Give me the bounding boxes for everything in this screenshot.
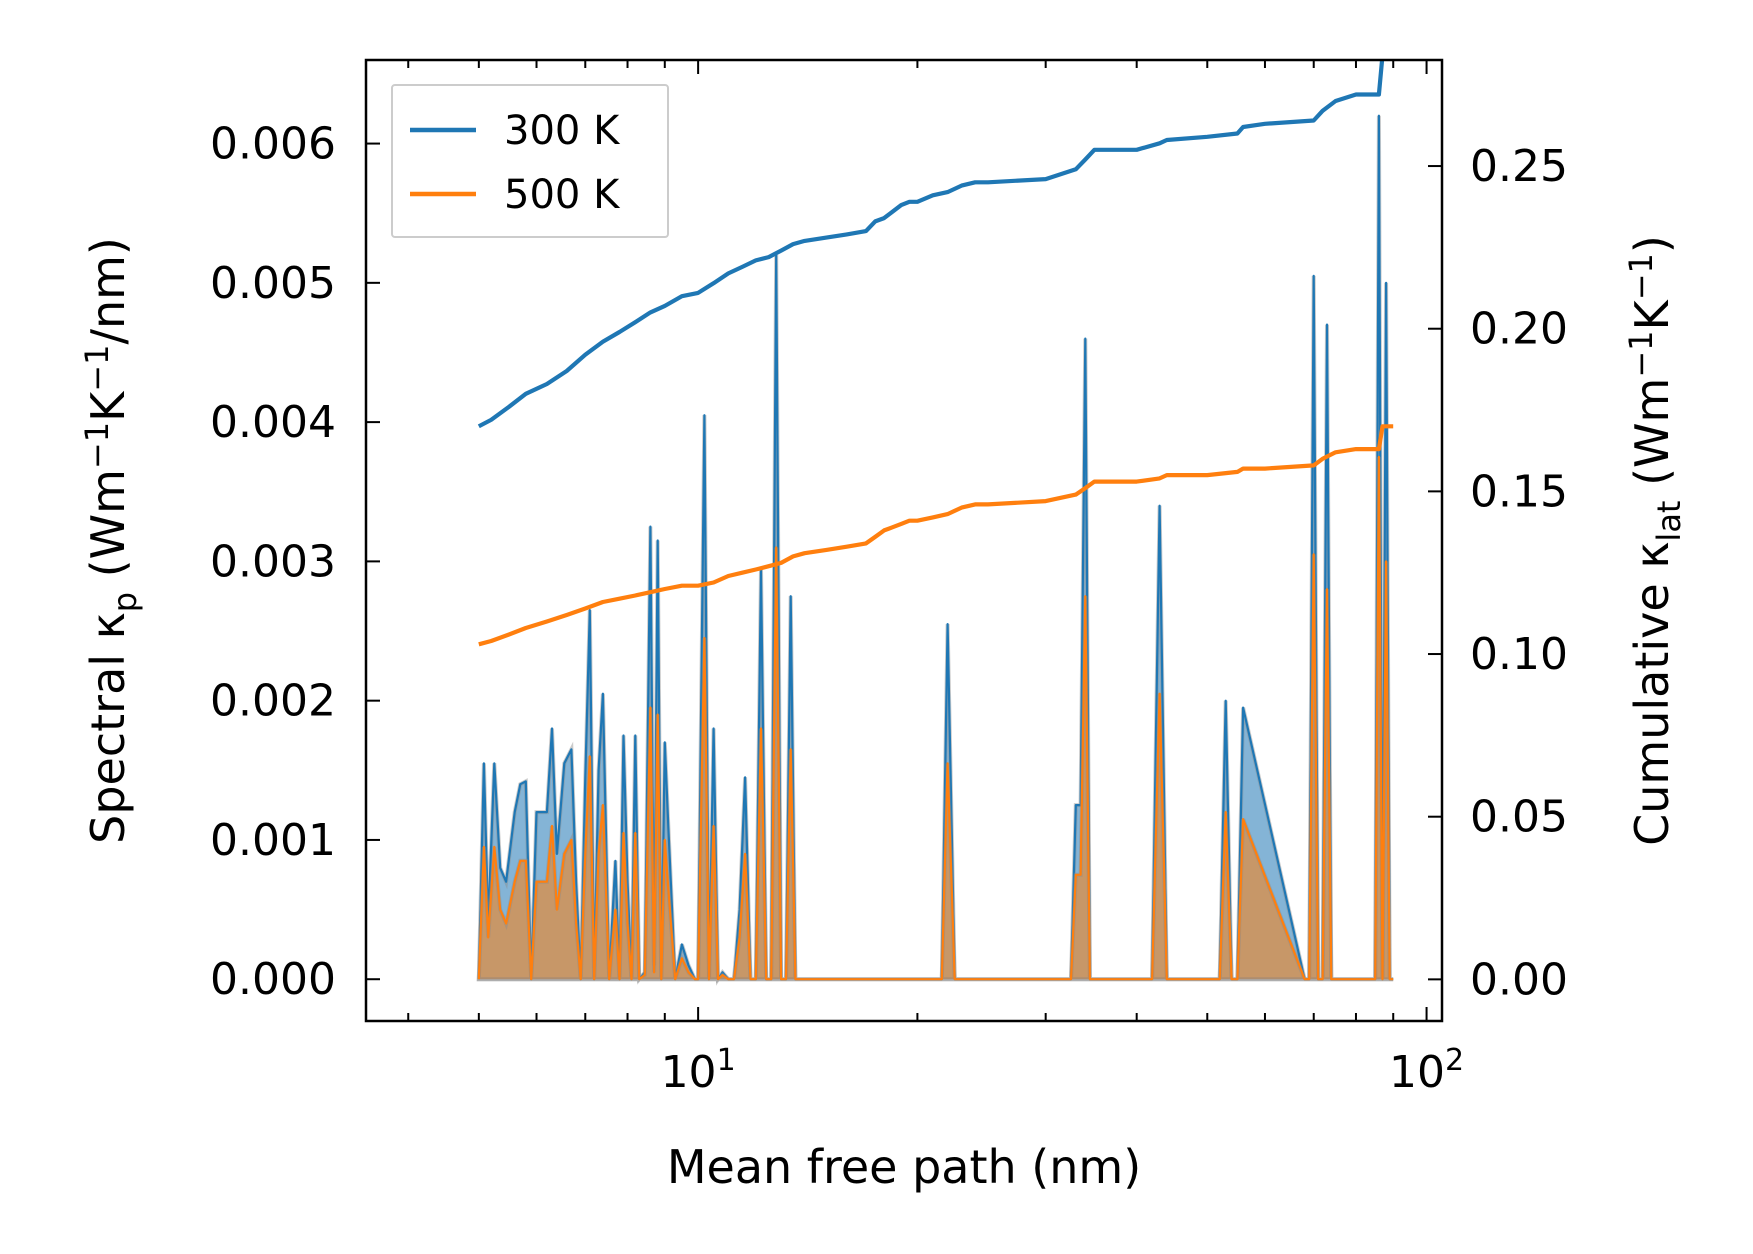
y-left-tick-label: 0.002 <box>210 676 336 727</box>
y-left-tick-label: 0.004 <box>210 397 336 448</box>
y-right-axis-label: Cumulative κlat (Wm−1K−1) <box>1622 235 1688 846</box>
y-left-tick-label: 0.005 <box>210 258 336 309</box>
y-right-tick-label: 0.00 <box>1470 954 1568 1005</box>
legend: 300 K 500 K <box>391 84 669 238</box>
legend-label-300k: 300 K <box>504 108 621 154</box>
y-left-tick-label: 0.003 <box>210 536 336 587</box>
y-left-tick-label: 0.001 <box>210 815 336 866</box>
legend-label-500k: 500 K <box>504 172 621 218</box>
cumulative-line-500k <box>478 424 1394 647</box>
legend-box <box>391 84 669 238</box>
y-right-tick-label: 0.25 <box>1470 141 1568 192</box>
plot-area <box>476 60 1394 986</box>
x-axis-label: Mean free path (nm) <box>667 1140 1141 1194</box>
y-right-tick-label: 0.20 <box>1470 304 1568 355</box>
axes: 101 1020.0000.0010.0020.0030.0040.0050.00… <box>78 58 1688 1194</box>
y-left-tick-label: 0.006 <box>210 119 336 170</box>
axes-frame <box>364 58 1444 1023</box>
cumulative-line-300k <box>477 60 1385 429</box>
spectral-line-500k <box>477 455 1394 981</box>
y-left-axis-label: Spectral κp (Wm−1K−1/nm) <box>78 237 144 844</box>
y-right-tick-label: 0.10 <box>1470 629 1568 680</box>
y-right-tick-label: 0.15 <box>1470 466 1568 517</box>
y-right-tick-label: 0.05 <box>1470 792 1568 843</box>
y-left-tick-label: 0.000 <box>210 954 336 1005</box>
